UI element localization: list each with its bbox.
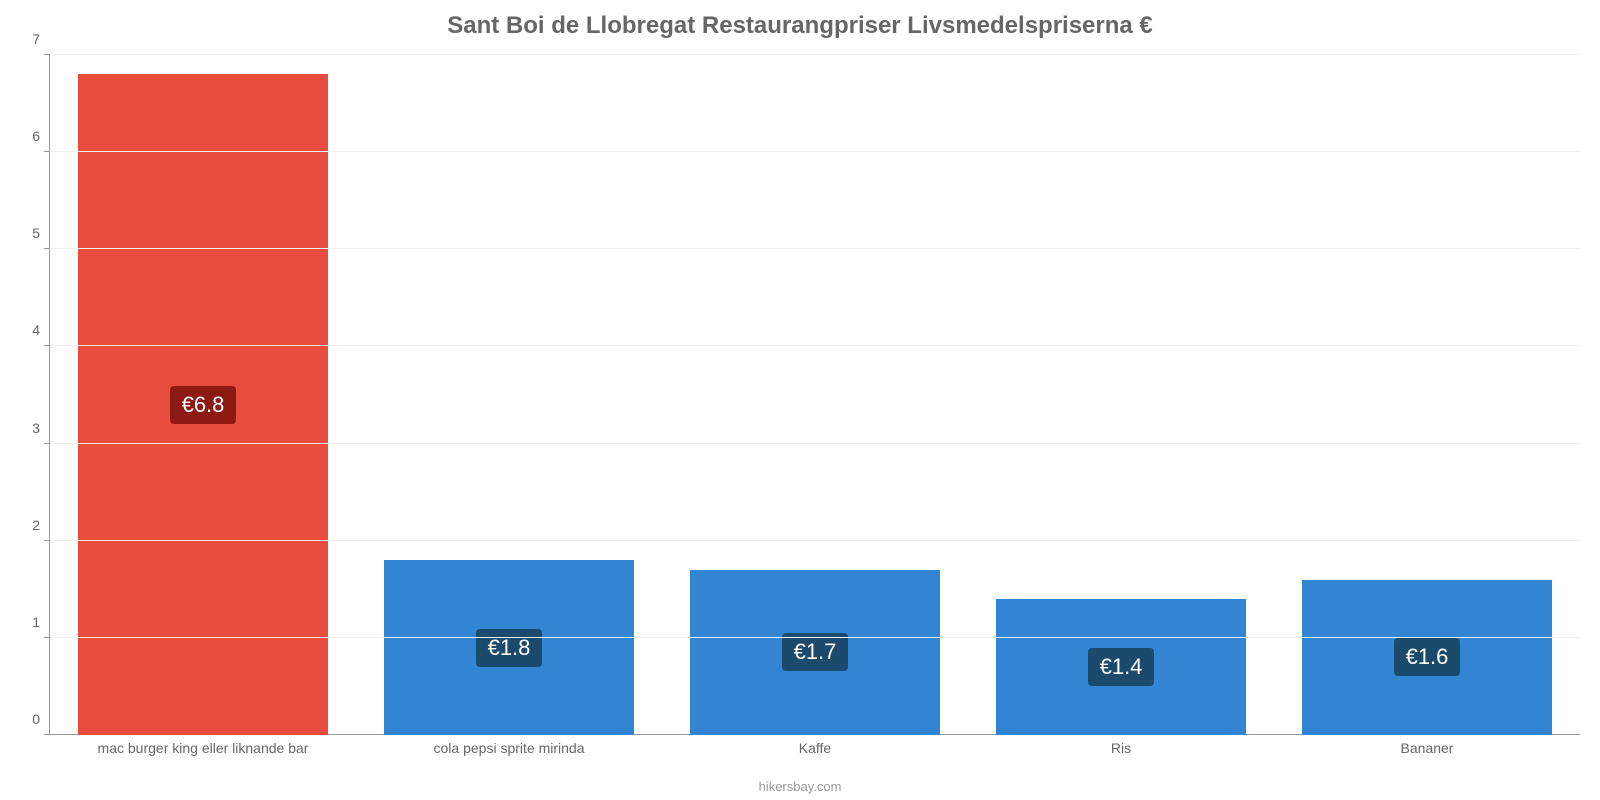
x-tick-label: Ris xyxy=(968,740,1274,756)
bar-slot: €6.8 xyxy=(50,55,356,735)
y-tick-label: 5 xyxy=(32,225,40,241)
y-tick-label: 7 xyxy=(32,31,40,47)
y-tick-label: 1 xyxy=(32,614,40,630)
bar-value-label: €1.7 xyxy=(782,633,849,671)
grid-line xyxy=(50,443,1580,444)
attribution-text: hikersbay.com xyxy=(0,779,1600,794)
grid-line xyxy=(50,151,1580,152)
bar-value-label: €1.6 xyxy=(1394,638,1461,676)
x-axis-labels: mac burger king eller liknande barcola p… xyxy=(50,740,1580,756)
y-axis: 01234567 xyxy=(0,55,50,735)
grid-line xyxy=(50,248,1580,249)
x-tick-label: Kaffe xyxy=(662,740,968,756)
bar-slot: €1.7 xyxy=(662,55,968,735)
grid-line xyxy=(50,54,1580,55)
y-tick-label: 0 xyxy=(32,711,40,727)
plot-area: €6.8 €1.8 €1.7 €1.4 €1.6 xyxy=(50,55,1580,735)
bars-container: €6.8 €1.8 €1.7 €1.4 €1.6 xyxy=(50,55,1580,735)
bar-slot: €1.6 xyxy=(1274,55,1580,735)
bar: €1.4 xyxy=(996,599,1247,735)
bar: €1.7 xyxy=(690,570,941,735)
grid-line xyxy=(50,637,1580,638)
x-tick-label: mac burger king eller liknande bar xyxy=(50,740,356,756)
y-tick-label: 4 xyxy=(32,322,40,338)
bar-value-label: €1.4 xyxy=(1088,648,1155,686)
bar: €1.8 xyxy=(384,560,635,735)
bar-slot: €1.4 xyxy=(968,55,1274,735)
grid-line xyxy=(50,345,1580,346)
x-tick-label: Bananer xyxy=(1274,740,1580,756)
x-tick-label: cola pepsi sprite mirinda xyxy=(356,740,662,756)
bar-slot: €1.8 xyxy=(356,55,662,735)
chart-title: Sant Boi de Llobregat Restaurangpriser L… xyxy=(0,0,1600,40)
grid-line xyxy=(50,540,1580,541)
bar-value-label: €1.8 xyxy=(476,629,543,667)
y-tick-label: 3 xyxy=(32,420,40,436)
bar-value-label: €6.8 xyxy=(170,386,237,424)
bar: €1.6 xyxy=(1302,580,1553,735)
y-tick-label: 2 xyxy=(32,517,40,533)
y-tick-label: 6 xyxy=(32,128,40,144)
